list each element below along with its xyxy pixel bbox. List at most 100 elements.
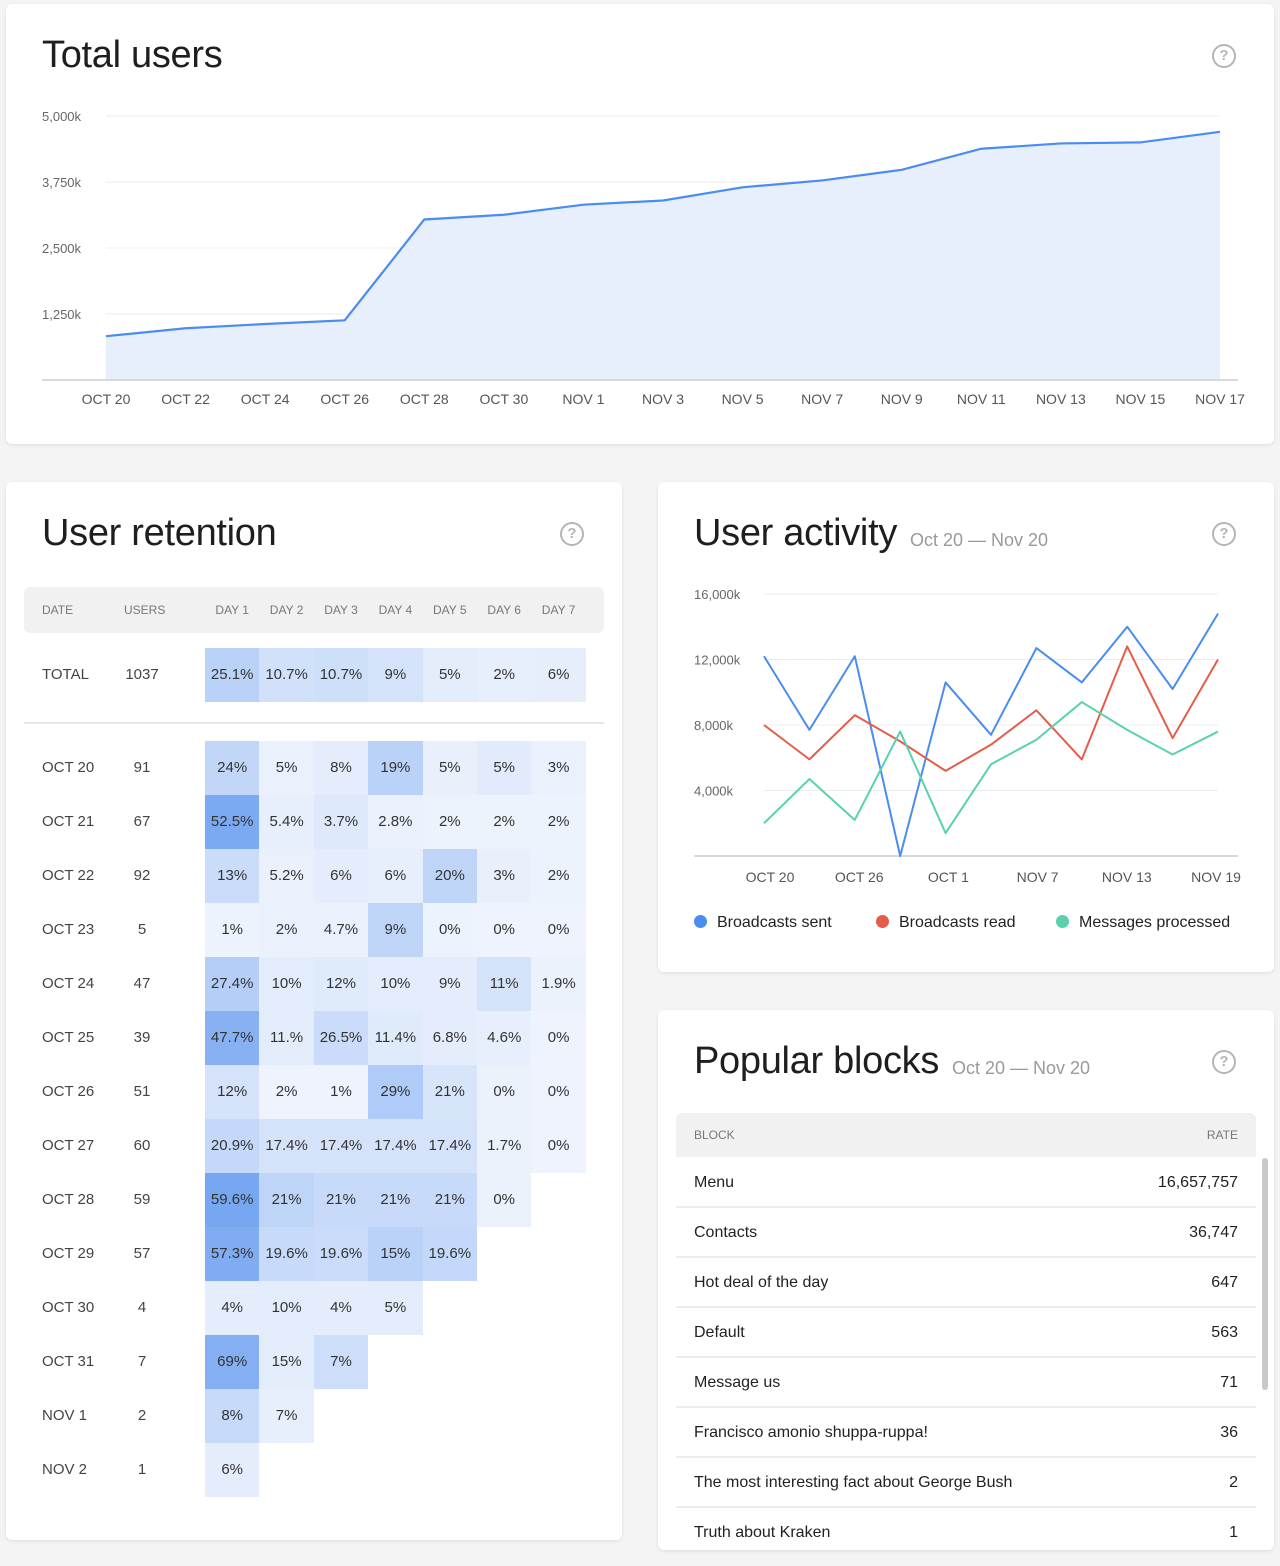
retention-cell: 26.5% bbox=[313, 1011, 369, 1065]
x-tick-label: NOV 1 bbox=[562, 391, 604, 407]
popular-blocks-subtitle: Oct 20 — Nov 20 bbox=[952, 1058, 1091, 1078]
x-tick-label: NOV 15 bbox=[1116, 391, 1166, 407]
legend-item[interactable]: Messages processed bbox=[1056, 914, 1230, 932]
retention-cell: 2% bbox=[477, 648, 532, 702]
user-activity-subtitle: Oct 20 — Nov 20 bbox=[910, 530, 1049, 550]
retention-cell: 5% bbox=[477, 741, 532, 795]
user-activity-title: User activity bbox=[694, 512, 898, 554]
retention-row-date: OCT 23 bbox=[42, 921, 95, 938]
block-row[interactable]: Francisco amonio shuppa-ruppa! 36 bbox=[676, 1408, 1256, 1458]
block-name: Menu bbox=[694, 1174, 735, 1191]
y-tick-label: 1,250k bbox=[42, 307, 82, 322]
total-users-area bbox=[106, 131, 1220, 380]
block-rate: 563 bbox=[1211, 1324, 1238, 1341]
retention-cell: 2% bbox=[422, 795, 477, 849]
retention-cell: 17.4% bbox=[368, 1119, 423, 1173]
retention-cell: 3% bbox=[531, 741, 586, 795]
retention-row-users: 59 bbox=[133, 1191, 151, 1208]
question-circle-icon[interactable]: ? bbox=[1212, 44, 1236, 68]
retention-cell: 10.7% bbox=[313, 648, 369, 702]
x-tick-label: NOV 7 bbox=[1017, 869, 1059, 885]
retention-cell: 69% bbox=[205, 1335, 260, 1389]
block-row[interactable]: Menu 16,657,757 bbox=[676, 1158, 1256, 1208]
retention-cell: 2% bbox=[259, 1065, 314, 1119]
block-row[interactable]: Truth about Kraken 1 bbox=[676, 1508, 1256, 1550]
x-tick-label: OCT 22 bbox=[161, 391, 210, 407]
x-tick-label: NOV 17 bbox=[1195, 391, 1245, 407]
retention-cell: 11.% bbox=[259, 1011, 314, 1065]
x-tick-label: NOV 13 bbox=[1036, 391, 1086, 407]
retention-cell: 21% bbox=[259, 1173, 314, 1227]
y-tick-label: 4,000k bbox=[694, 784, 734, 799]
user-activity-card: User activity Oct 20 — Nov 20 ? 4,000k 8,… bbox=[658, 482, 1274, 972]
block-rate: 36 bbox=[1220, 1424, 1238, 1441]
block-name: Message us bbox=[694, 1374, 781, 1391]
retention-cell: 24% bbox=[205, 741, 260, 795]
retention-row-users: 4 bbox=[137, 1299, 147, 1316]
x-tick-label: OCT 24 bbox=[241, 391, 290, 407]
retention-cell: 57.3% bbox=[205, 1227, 260, 1281]
retention-cell: 10% bbox=[259, 1281, 314, 1335]
retention-cell: 12% bbox=[205, 1065, 260, 1119]
blocks-scrollbar[interactable] bbox=[1262, 1158, 1268, 1390]
popular-blocks-title: Popular blocks bbox=[694, 1040, 940, 1082]
legend-item[interactable]: Broadcasts sent bbox=[694, 914, 832, 932]
retention-cell: 2% bbox=[259, 903, 314, 957]
block-rate: 1 bbox=[1229, 1524, 1238, 1541]
x-tick-label: NOV 11 bbox=[957, 391, 1006, 407]
x-tick-label: NOV 3 bbox=[642, 391, 684, 407]
block-row[interactable]: Message us 71 bbox=[676, 1358, 1256, 1408]
retention-cell: 21% bbox=[422, 1173, 477, 1227]
retention-row-date: NOV 2 bbox=[42, 1461, 88, 1478]
retention-header-users: USERS bbox=[124, 603, 166, 617]
x-tick-label: OCT 1 bbox=[928, 869, 969, 885]
block-row[interactable]: The most interesting fact about George B… bbox=[676, 1458, 1256, 1508]
legend-item[interactable]: Broadcasts read bbox=[876, 914, 1016, 932]
retention-cell: 9% bbox=[368, 903, 423, 957]
retention-row-date: OCT 27 bbox=[42, 1137, 95, 1154]
x-tick-label: NOV 9 bbox=[881, 391, 923, 407]
retention-cell: 21% bbox=[422, 1065, 477, 1119]
retention-cell: 4.6% bbox=[477, 1011, 532, 1065]
retention-cell: 25.1% bbox=[205, 648, 260, 702]
retention-header-date: DATE bbox=[42, 603, 74, 617]
header-rate[interactable]: RATE bbox=[1206, 1128, 1238, 1142]
block-row[interactable]: Hot deal of the day 647 bbox=[676, 1258, 1256, 1308]
y-tick-label: 2,500k bbox=[42, 241, 82, 256]
retention-row-date: OCT 22 bbox=[42, 867, 95, 884]
header-block[interactable]: BLOCK bbox=[694, 1128, 735, 1142]
question-circle-icon[interactable]: ? bbox=[1212, 1050, 1236, 1074]
retention-cell: 9% bbox=[422, 957, 477, 1011]
block-name: Contacts bbox=[694, 1224, 758, 1241]
legend-dot-icon bbox=[876, 915, 889, 928]
retention-cell: 5% bbox=[259, 741, 314, 795]
user-retention-title: User retention bbox=[42, 512, 277, 554]
y-tick-label: 5,000k bbox=[42, 109, 82, 124]
blocks-table-header: BLOCK RATE bbox=[676, 1113, 1256, 1157]
retention-cell: 29% bbox=[368, 1065, 423, 1119]
retention-cell: 0% bbox=[477, 1173, 532, 1227]
legend-dot-icon bbox=[1056, 915, 1069, 928]
block-row[interactable]: Default 563 bbox=[676, 1308, 1256, 1358]
retention-cell: 11.4% bbox=[368, 1011, 423, 1065]
block-row[interactable]: Contacts 36,747 bbox=[676, 1208, 1256, 1258]
question-circle-icon[interactable]: ? bbox=[560, 522, 584, 546]
retention-cell: 17.4% bbox=[313, 1119, 369, 1173]
retention-cell: 7% bbox=[313, 1335, 369, 1389]
retention-cell: 6% bbox=[313, 849, 369, 903]
popular-blocks-card: Popular blocks Oct 20 — Nov 20 ? BLOCK R… bbox=[658, 1010, 1274, 1550]
retention-row-users: 47 bbox=[133, 975, 151, 992]
retention-cell: 47.7% bbox=[205, 1011, 260, 1065]
block-name: Francisco amonio shuppa-ruppa! bbox=[694, 1424, 928, 1441]
retention-cell: 3.7% bbox=[313, 795, 369, 849]
x-tick-label: NOV 5 bbox=[722, 391, 764, 407]
x-tick-label: OCT 26 bbox=[835, 869, 884, 885]
question-circle-icon[interactable]: ? bbox=[1212, 522, 1236, 546]
retention-cell: 20.9% bbox=[205, 1119, 260, 1173]
retention-cell: 59.6% bbox=[205, 1173, 260, 1227]
retention-cell: 2% bbox=[531, 849, 586, 903]
x-tick-label: OCT 28 bbox=[400, 391, 449, 407]
series-line-1 bbox=[763, 645, 1219, 772]
retention-cell: 6% bbox=[368, 849, 423, 903]
block-name: Hot deal of the day bbox=[694, 1274, 829, 1291]
